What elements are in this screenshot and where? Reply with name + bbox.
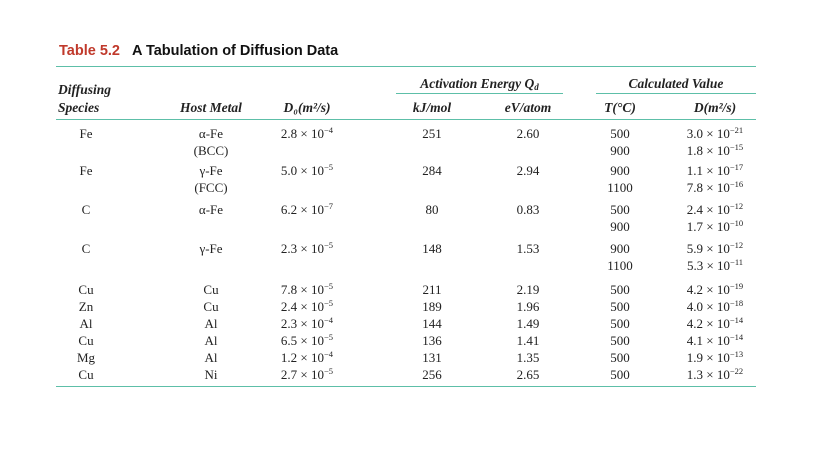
host-metal-cell: α-Fe [198,126,224,141]
species-cell: Cu [78,333,94,348]
d-value-cell: 1.7 × 10−10 [686,218,744,234]
d-value-cell: 4.2 × 10−14 [686,315,744,331]
host-metal-cell: Ni [204,367,218,382]
header-species: Species [58,100,100,115]
d-value-cell: 1.9 × 10−13 [686,349,744,365]
kj-mol-cell: 80 [425,202,439,217]
host-metal-cell: Al [204,350,218,365]
temperature-cell: 500 [610,333,630,348]
species-cell: Fe [79,126,93,141]
d0-cell: 2.3 × 10−4 [280,315,334,331]
temperature-cell: 1100 [607,258,633,273]
d-value-cell: 1.1 × 10−17 [686,162,744,178]
temperature-cell: 500 [610,367,630,382]
header-host-metal: Host Metal [180,100,242,115]
kj-mol-cell: 189 [422,299,442,314]
table-title: A Tabulation of Diffusion Data [131,43,339,59]
d-value-cell: 2.4 × 10−12 [686,201,744,217]
species-cell: Al [79,316,93,331]
host-metal-cell: γ-Fe [199,163,223,178]
table-caption: Table 5.2 A Tabulation of Diffusion Data [59,43,338,59]
species-cell: Cu [78,282,94,297]
temperature-cell: 500 [610,316,630,331]
group-rule-activation [396,93,563,94]
host-structure-cell: (FCC) [194,180,228,195]
group-rule-calculated [596,93,756,94]
kj-mol-cell: 136 [422,333,442,348]
d0-cell: 7.8 × 10−5 [280,281,334,297]
temperature-cell: 900 [610,143,630,158]
temperature-cell: 500 [610,126,630,141]
d0-cell: 2.8 × 10−4 [280,125,334,141]
temperature-cell: 900 [610,163,630,178]
header-ev-atom: eV/atom [504,100,552,115]
ev-atom-cell: 1.96 [516,299,540,314]
kj-mol-cell: 211 [422,282,442,297]
temperature-cell: 900 [610,219,630,234]
temperature-cell: 900 [610,241,630,256]
table-number: Table 5.2 [59,43,120,59]
ev-atom-cell: 2.19 [516,282,540,297]
ev-atom-cell: 2.94 [516,163,540,178]
species-cell: C [81,202,91,217]
d0-cell: 6.2 × 10−7 [280,201,334,217]
d0-cell: 1.2 × 10−4 [280,349,334,365]
kj-mol-cell: 284 [422,163,442,178]
d-value-cell: 5.3 × 10−11 [686,257,744,273]
kj-mol-cell: 131 [422,350,442,365]
d0-cell: 5.0 × 10−5 [280,162,334,178]
header-activation-energy: Activation Energy Qd [420,76,539,92]
species-cell: Fe [79,163,93,178]
temperature-cell: 1100 [607,180,633,195]
ev-atom-cell: 1.41 [516,333,540,348]
host-metal-cell: γ-Fe [199,241,223,256]
host-metal-cell: Al [204,316,218,331]
ev-atom-cell: 2.65 [516,367,540,382]
d-value-cell: 5.9 × 10−12 [686,240,744,256]
header-temperature: T(°C) [604,100,636,115]
bottom-rule [56,386,756,387]
ev-atom-cell: 1.49 [516,316,540,331]
header-calculated-value: Calculated Value [628,76,724,91]
host-metal-cell: Cu [203,282,219,297]
ev-atom-cell: 2.60 [516,126,540,141]
d-value-cell: 1.3 × 10−22 [686,366,744,382]
host-metal-cell: Al [204,333,218,348]
d0-cell: 2.3 × 10−5 [280,240,334,256]
host-metal-cell: Cu [203,299,219,314]
header-d0: D₀(m²/s) [283,100,331,115]
header-d: D(m²/s) [693,100,737,115]
header-rule [56,119,756,120]
species-cell: Cu [78,367,94,382]
d-value-cell: 4.2 × 10−19 [686,281,744,297]
header-diffusing: Diffusing [58,82,112,97]
ev-atom-cell: 1.53 [516,241,540,256]
header-kj-mol: kJ/mol [412,100,452,115]
host-structure-cell: (BCC) [193,143,229,158]
d0-cell: 2.7 × 10−5 [280,366,334,382]
kj-mol-cell: 256 [422,367,442,382]
top-rule [56,66,756,67]
kj-mol-cell: 148 [422,241,442,256]
d0-cell: 2.4 × 10−5 [280,298,334,314]
d-value-cell: 4.0 × 10−18 [686,298,744,314]
temperature-cell: 500 [610,299,630,314]
d0-cell: 6.5 × 10−5 [280,332,334,348]
ev-atom-cell: 0.83 [516,202,540,217]
d-value-cell: 3.0 × 10−21 [686,125,744,141]
species-cell: Zn [78,299,94,314]
d-value-cell: 4.1 × 10−14 [686,332,744,348]
temperature-cell: 500 [610,350,630,365]
d-value-cell: 7.8 × 10−16 [686,179,744,195]
kj-mol-cell: 144 [422,316,442,331]
host-metal-cell: α-Fe [198,202,224,217]
species-cell: Mg [76,350,96,365]
species-cell: C [81,241,91,256]
temperature-cell: 500 [610,282,630,297]
d-value-cell: 1.8 × 10−15 [686,142,744,158]
kj-mol-cell: 251 [422,126,442,141]
ev-atom-cell: 1.35 [516,350,540,365]
temperature-cell: 500 [610,202,630,217]
